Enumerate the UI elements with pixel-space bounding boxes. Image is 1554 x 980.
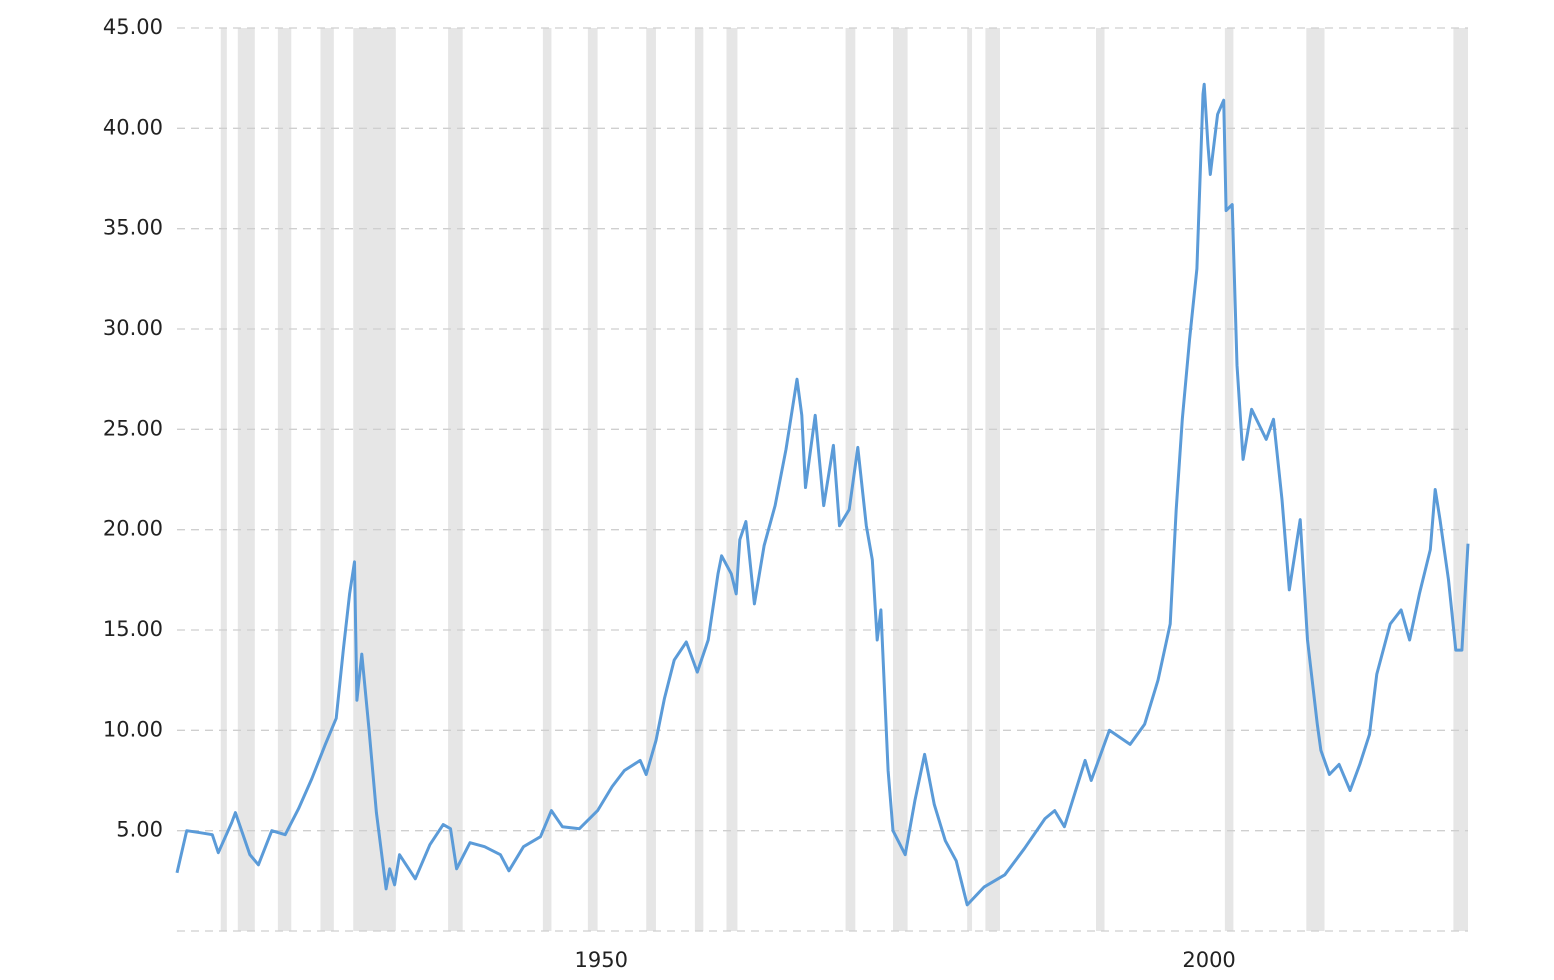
recession-band [646, 28, 656, 931]
recession-band [220, 28, 227, 931]
recession-band [542, 28, 552, 931]
recession-band [277, 28, 292, 931]
recession-band [1453, 28, 1468, 931]
recession-band [694, 28, 704, 931]
y-tick-label: 5.00 [116, 818, 163, 842]
recession-band [726, 28, 738, 931]
recession-band [1224, 28, 1234, 931]
recession-band [237, 28, 255, 931]
data-line [175, 82, 1470, 907]
recession-band [1096, 28, 1105, 931]
recession-band [967, 28, 973, 931]
y-tick-label: 20.00 [103, 517, 163, 541]
y-tick-label: 15.00 [103, 617, 163, 641]
y-tick-label: 30.00 [103, 316, 163, 340]
y-tick-label: 25.00 [103, 416, 163, 440]
y-tick-label: 45.00 [103, 15, 163, 39]
x-tick-label: 1950 [575, 948, 628, 972]
y-tick-label: 10.00 [103, 717, 163, 741]
x-tick-label: 2000 [1182, 948, 1235, 972]
recession-band [985, 28, 1000, 931]
recession-band [448, 28, 463, 931]
recession-band [320, 28, 334, 931]
y-tick-label: 35.00 [103, 216, 163, 240]
recession-band [845, 28, 856, 931]
recession-band [893, 28, 908, 931]
y-tick-label: 40.00 [103, 115, 163, 139]
recession-band [1306, 28, 1325, 931]
recession-band [587, 28, 598, 931]
